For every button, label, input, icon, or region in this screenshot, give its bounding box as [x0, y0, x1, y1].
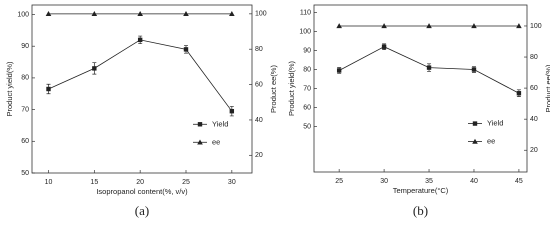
data-point: [336, 23, 342, 29]
y-tick-label: 90: [303, 47, 311, 54]
legend-marker: [472, 138, 478, 144]
x-tick-label: 25: [182, 179, 190, 186]
y-tick-label: 110: [300, 9, 311, 16]
data-point: [137, 37, 143, 43]
y-tick-label: 50: [21, 170, 29, 177]
y-tick-label: 70: [21, 106, 29, 113]
data-point: [516, 23, 522, 29]
y-tick-label: 100: [299, 28, 311, 35]
x-tick-label: 15: [90, 179, 98, 186]
data-point: [137, 11, 143, 17]
y2-tick-label: 60: [530, 85, 538, 92]
y-tick-label: 50: [303, 123, 311, 130]
x-axis-label: Temperature(°C): [393, 186, 449, 195]
y2-tick-label: 100: [530, 23, 542, 30]
y-axis-label: Product yield(%): [5, 61, 14, 117]
data-point: [92, 66, 97, 71]
y-tick-label: 80: [303, 66, 311, 73]
y2-axis-label: Product ee(%): [269, 65, 278, 113]
y-tick-label: 80: [21, 75, 29, 82]
x-tick-label: 40: [470, 178, 478, 185]
legend-marker: [197, 139, 203, 145]
y2-tick-label: 40: [255, 117, 263, 124]
legend-label: ee: [212, 137, 220, 146]
data-point: [336, 68, 342, 73]
y-axis-label: Product yield(%): [287, 60, 296, 116]
legend-label: Yield: [487, 119, 503, 128]
legend-marker: [197, 122, 203, 127]
y2-tick-label: 60: [255, 81, 263, 88]
y-tick-label: 60: [21, 138, 29, 145]
y2-tick-label: 80: [255, 46, 263, 53]
plot-frame: [313, 4, 528, 173]
data-point: [381, 23, 387, 29]
x-axis-label: Isopropanol content(%, v/v): [96, 187, 188, 196]
y2-tick-label: 20: [255, 152, 263, 159]
y-tick-label: 90: [21, 43, 29, 50]
x-tick-label: 30: [228, 179, 236, 186]
caption: (a): [135, 203, 149, 218]
data-point: [426, 65, 432, 70]
legend-label: ee: [487, 137, 495, 146]
plot-frame: [31, 4, 253, 174]
data-point: [91, 11, 98, 17]
data-point: [381, 44, 387, 49]
y2-tick-label: 80: [530, 54, 538, 61]
data-point: [471, 67, 477, 72]
x-tick-label: 10: [45, 179, 53, 186]
data-point: [45, 11, 52, 17]
figure: 50 60 70 80 90 100 20 40 60 80 100 10 15 20 25 30 Isopro…: [5, 4, 550, 218]
x-tick-label: 45: [515, 178, 523, 185]
x-tick-label: 20: [136, 179, 144, 186]
y2-axis-label: Product ee(%): [544, 64, 550, 112]
x-tick-label: 35: [425, 178, 433, 185]
data-point: [229, 108, 235, 114]
y-tick-label: 70: [303, 85, 311, 92]
caption: (b): [413, 203, 428, 218]
x-tick-label: 25: [335, 178, 343, 185]
x-tick-label: 30: [380, 178, 388, 185]
legend-label: Yield: [212, 119, 228, 128]
data-point: [229, 11, 235, 17]
y2-tick-label: 20: [530, 147, 538, 154]
data-point: [183, 11, 189, 17]
data-point: [46, 86, 51, 92]
data-point: [516, 91, 522, 96]
data-point: [183, 47, 189, 52]
data-point: [471, 23, 477, 29]
series-line: [48, 39, 233, 112]
y2-tick-label: 40: [530, 116, 538, 123]
y-tick-label: 100: [17, 11, 29, 18]
y-tick-label: 60: [303, 104, 311, 111]
data-point: [426, 23, 432, 29]
legend-marker: [472, 121, 478, 126]
y2-tick-label: 100: [255, 11, 267, 18]
